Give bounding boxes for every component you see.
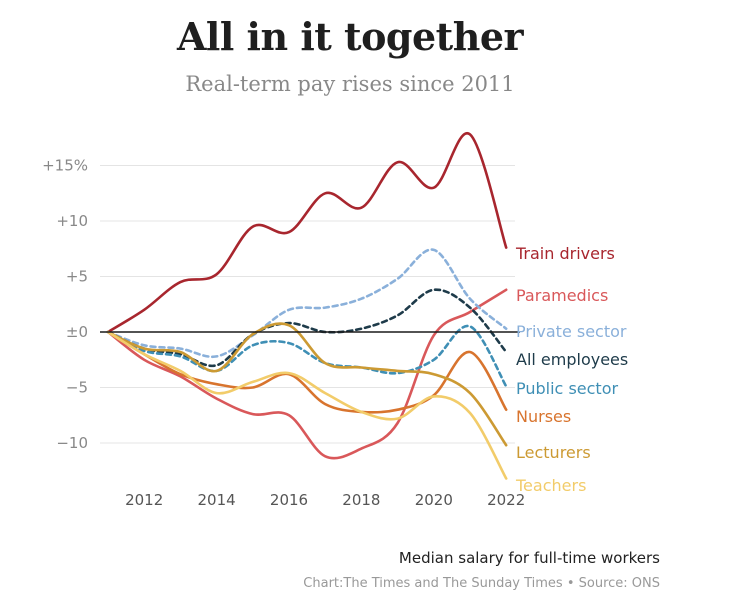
y-axis-tick-labels: −10 −5 ±0 +5 +10 +15% (42, 157, 88, 453)
series-line-teachers (106, 330, 508, 480)
series-line-paramedics (106, 288, 508, 460)
series-label-train-drivers: Train drivers (515, 244, 615, 263)
series-label-teachers: Teachers (515, 476, 586, 495)
series-line-lecturers (106, 322, 508, 447)
y-tick-label: +15% (42, 157, 88, 175)
series-line-public-sector (106, 324, 508, 388)
series-label-lecturers: Lecturers (516, 443, 591, 462)
chart-subtitle: Real-term pay rises since 2011 (185, 72, 515, 96)
grid-lines (100, 165, 515, 444)
chart-title: All in it together (176, 14, 524, 59)
x-tick-label: 2014 (198, 491, 236, 509)
y-tick-label: −10 (56, 434, 88, 452)
series-label-public-sector: Public sector (516, 379, 618, 398)
series-label-private-sector: Private sector (516, 322, 627, 341)
x-tick-label: 2022 (487, 491, 525, 509)
y-tick-label: +5 (66, 268, 88, 286)
series-line-train-drivers (106, 132, 508, 334)
series-label-paramedics: Paramedics (516, 286, 608, 305)
series-label-all-employees: All employees (516, 350, 628, 369)
x-tick-label: 2020 (415, 491, 453, 509)
x-tick-label: 2018 (342, 491, 380, 509)
y-tick-label: ±0 (66, 323, 88, 341)
series-line-nurses (106, 330, 508, 414)
chart-source: Chart:The Times and The Sunday Times • S… (303, 576, 660, 591)
x-axis-tick-labels: 2012 2014 2016 2018 2020 2022 (125, 491, 525, 509)
x-tick-label: 2016 (270, 491, 308, 509)
y-tick-label: −5 (66, 379, 88, 397)
series-end-labels: Train drivers Paramedics Private sector All… (515, 244, 628, 495)
series-lines (106, 132, 508, 480)
chart-note: Median salary for full-time workers (398, 549, 660, 567)
x-tick-label: 2012 (125, 491, 163, 509)
series-line-all-employees (106, 288, 508, 368)
series-label-nurses: Nurses (516, 407, 571, 426)
series-line-private-sector (106, 248, 508, 359)
y-tick-label: +10 (56, 212, 88, 230)
